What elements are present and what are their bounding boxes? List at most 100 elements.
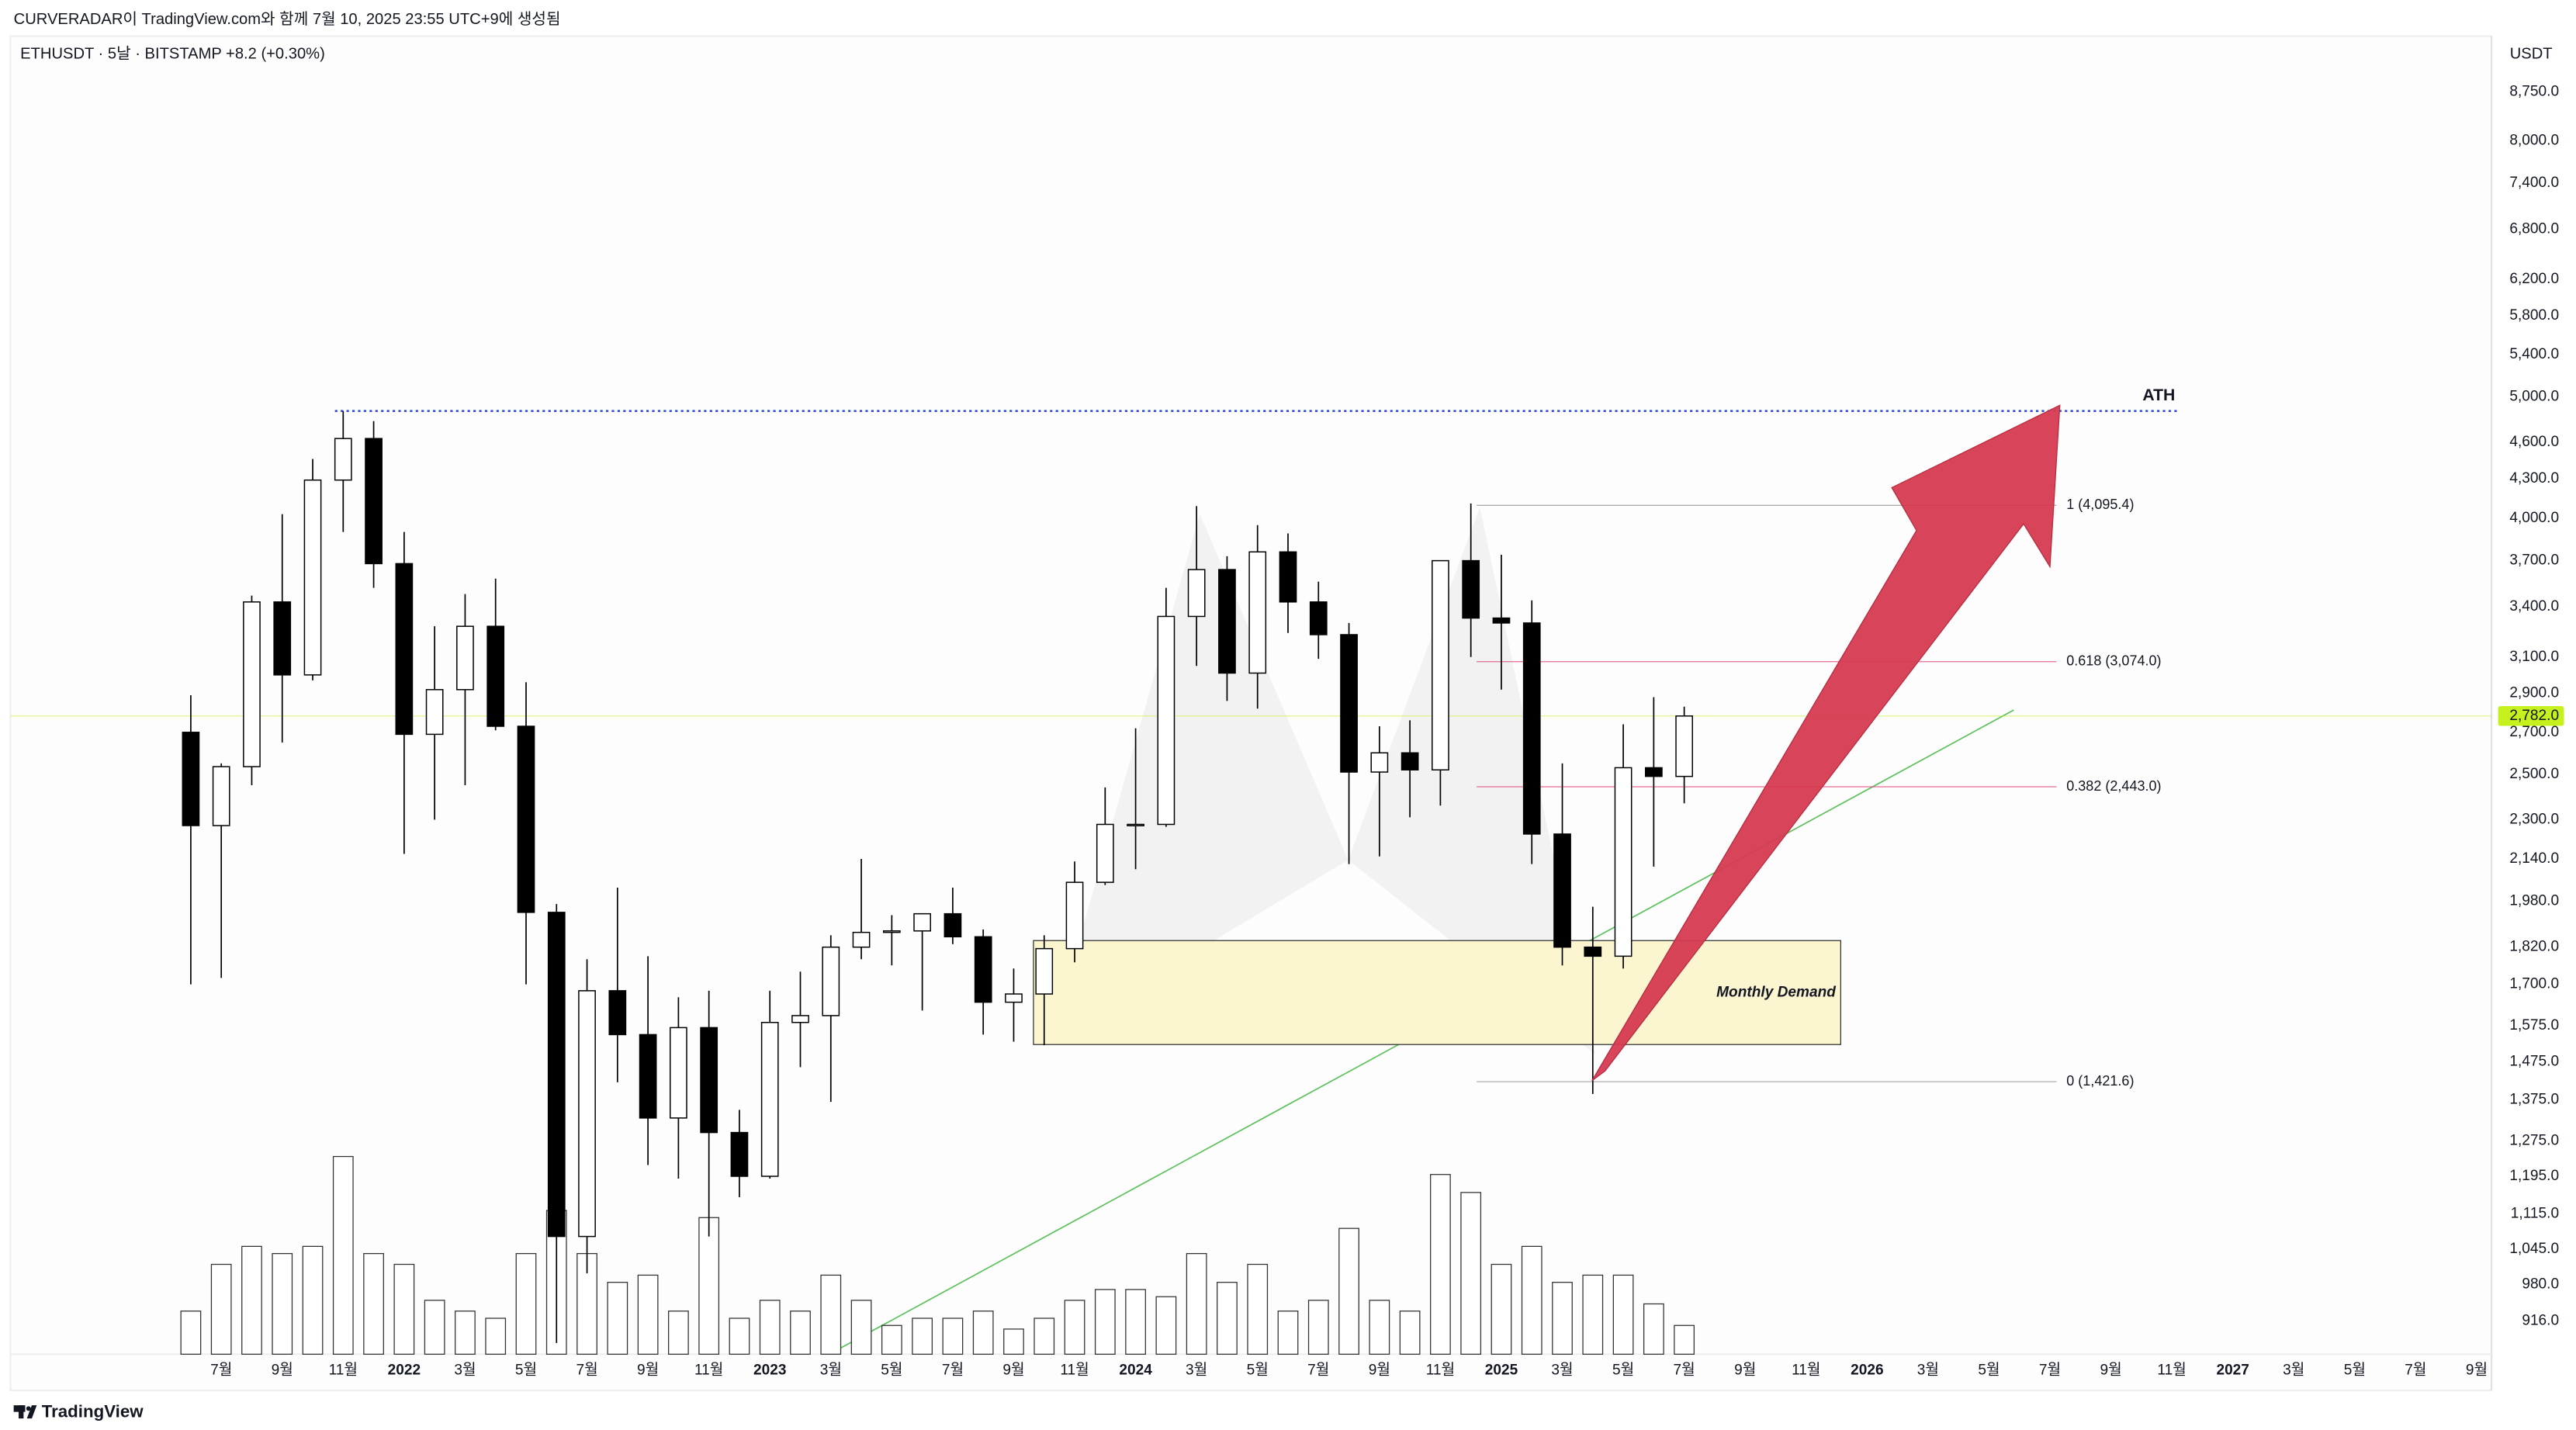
demand-zone-label: Monthly Demand (1716, 984, 1836, 1000)
candle-body (1340, 634, 1358, 773)
volume-bar (1247, 1263, 1269, 1355)
x-tick-label: 11월 (329, 1362, 358, 1379)
y-tick-label: 1,275.0 (2509, 1133, 2559, 1149)
y-tick-label: 6,200.0 (2509, 271, 2559, 287)
y-tick-label: 916.0 (2522, 1313, 2559, 1329)
y-tick-label: 7,400.0 (2509, 175, 2559, 191)
candle-body (395, 563, 414, 736)
candle-body (547, 912, 566, 1238)
x-tick-label: 5월 (881, 1362, 902, 1379)
volume-bar (1064, 1300, 1085, 1355)
volume-bar (1217, 1282, 1238, 1355)
y-tick-label: 5,400.0 (2509, 346, 2559, 362)
candle-body (182, 732, 200, 826)
x-tick-label: 3월 (1917, 1362, 1939, 1379)
x-tick-label: 11월 (694, 1362, 723, 1379)
x-tick-label: 7월 (2405, 1362, 2426, 1379)
y-tick-label: 5,000.0 (2509, 388, 2559, 404)
candle-body (670, 1027, 687, 1119)
x-tick-label: 2027 (2216, 1362, 2249, 1379)
x-tick-label: 11월 (1792, 1362, 1820, 1379)
candle-body (1187, 569, 1206, 618)
candle-body (943, 912, 962, 938)
x-tick-label: 7월 (942, 1362, 964, 1379)
y-tick-label: 4,300.0 (2509, 470, 2559, 486)
volume-bar (637, 1274, 659, 1355)
y-tick-label: 3,400.0 (2509, 598, 2559, 615)
volume-bar (1491, 1263, 1512, 1355)
x-tick-label: 3월 (1186, 1362, 1207, 1379)
y-tick-label: 5,800.0 (2509, 307, 2559, 324)
candle-body (1522, 622, 1541, 835)
candle-body (243, 601, 261, 767)
volume-bar (607, 1282, 628, 1355)
volume-bar (1582, 1274, 1604, 1355)
fib-label: 0.618 (3,074.0) (2066, 653, 2161, 668)
x-tick-label: 11월 (1060, 1362, 1089, 1379)
volume-bar (759, 1300, 781, 1355)
logo-part (26, 1406, 31, 1411)
candle-body (303, 479, 322, 676)
candle-body (456, 625, 474, 691)
x-tick-label: 3월 (820, 1362, 842, 1379)
volume-bar (1521, 1245, 1542, 1355)
volume-bar (912, 1317, 933, 1355)
volume-bar (332, 1155, 354, 1355)
x-tick-label: 5월 (1978, 1362, 2000, 1379)
candle-body (730, 1131, 749, 1177)
x-tick-label: 9월 (1369, 1362, 1390, 1379)
candle-body (212, 766, 230, 826)
volume-bar (820, 1274, 842, 1355)
x-tick-label: 9월 (2100, 1362, 2121, 1379)
x-tick-label: 9월 (1002, 1362, 1024, 1379)
y-tick-label: 8,000.0 (2509, 132, 2559, 148)
harmonic-leg (1051, 514, 1349, 1038)
volume-bar (424, 1300, 445, 1355)
volume-bar (1307, 1300, 1329, 1355)
candle-body (913, 912, 931, 932)
candle-body (1462, 559, 1480, 619)
candle-body (1248, 551, 1267, 674)
x-tick-label: 2026 (1851, 1362, 1883, 1379)
volume-bar (942, 1317, 964, 1355)
volume-bar (1399, 1311, 1421, 1355)
x-tick-label: 11월 (1426, 1362, 1455, 1379)
candle-body (1218, 569, 1236, 674)
volume-bar (1155, 1296, 1177, 1355)
volume-bar (302, 1245, 324, 1355)
volume-bar (1186, 1252, 1207, 1355)
y-tick-label: 1,575.0 (2509, 1017, 2559, 1034)
unit-label: USDT (2510, 45, 2553, 62)
candle-body (1553, 833, 1571, 948)
y-tick-label: 1,980.0 (2509, 893, 2559, 909)
x-tick-label: 3월 (2283, 1362, 2304, 1379)
volume-bar (1338, 1227, 1359, 1355)
x-tick-label: 9월 (272, 1362, 293, 1379)
volume-bar (668, 1311, 689, 1355)
forecast-arrow (1591, 404, 2061, 1082)
y-tick-label: 1,195.0 (2509, 1168, 2559, 1184)
x-tick-label: 9월 (637, 1362, 659, 1379)
volume-bar (515, 1252, 537, 1355)
candle-body (1614, 767, 1633, 957)
tradingview-logo: TradingView (13, 1402, 144, 1421)
candle-body (791, 1015, 809, 1023)
demand-zone (1033, 940, 1841, 1045)
volume-bar (363, 1252, 384, 1355)
volume-bar (1125, 1289, 1146, 1355)
y-tick-label: 6,800.0 (2509, 220, 2559, 237)
candle-body (1675, 715, 1694, 777)
candle-body (334, 438, 352, 481)
candle-body (517, 725, 535, 913)
y-tick-label: 2,300.0 (2509, 811, 2559, 827)
candle-body (639, 1034, 657, 1119)
volume-bar (1003, 1328, 1024, 1355)
candle-body (822, 946, 840, 1016)
candle-body (760, 1021, 779, 1177)
volume-bar (180, 1311, 202, 1355)
x-tick-label: 7월 (1674, 1362, 1695, 1379)
volume-bar (393, 1263, 415, 1355)
volume-bar (272, 1252, 293, 1355)
volume-bar (241, 1245, 262, 1355)
y-tick-label: 4,000.0 (2509, 510, 2559, 526)
